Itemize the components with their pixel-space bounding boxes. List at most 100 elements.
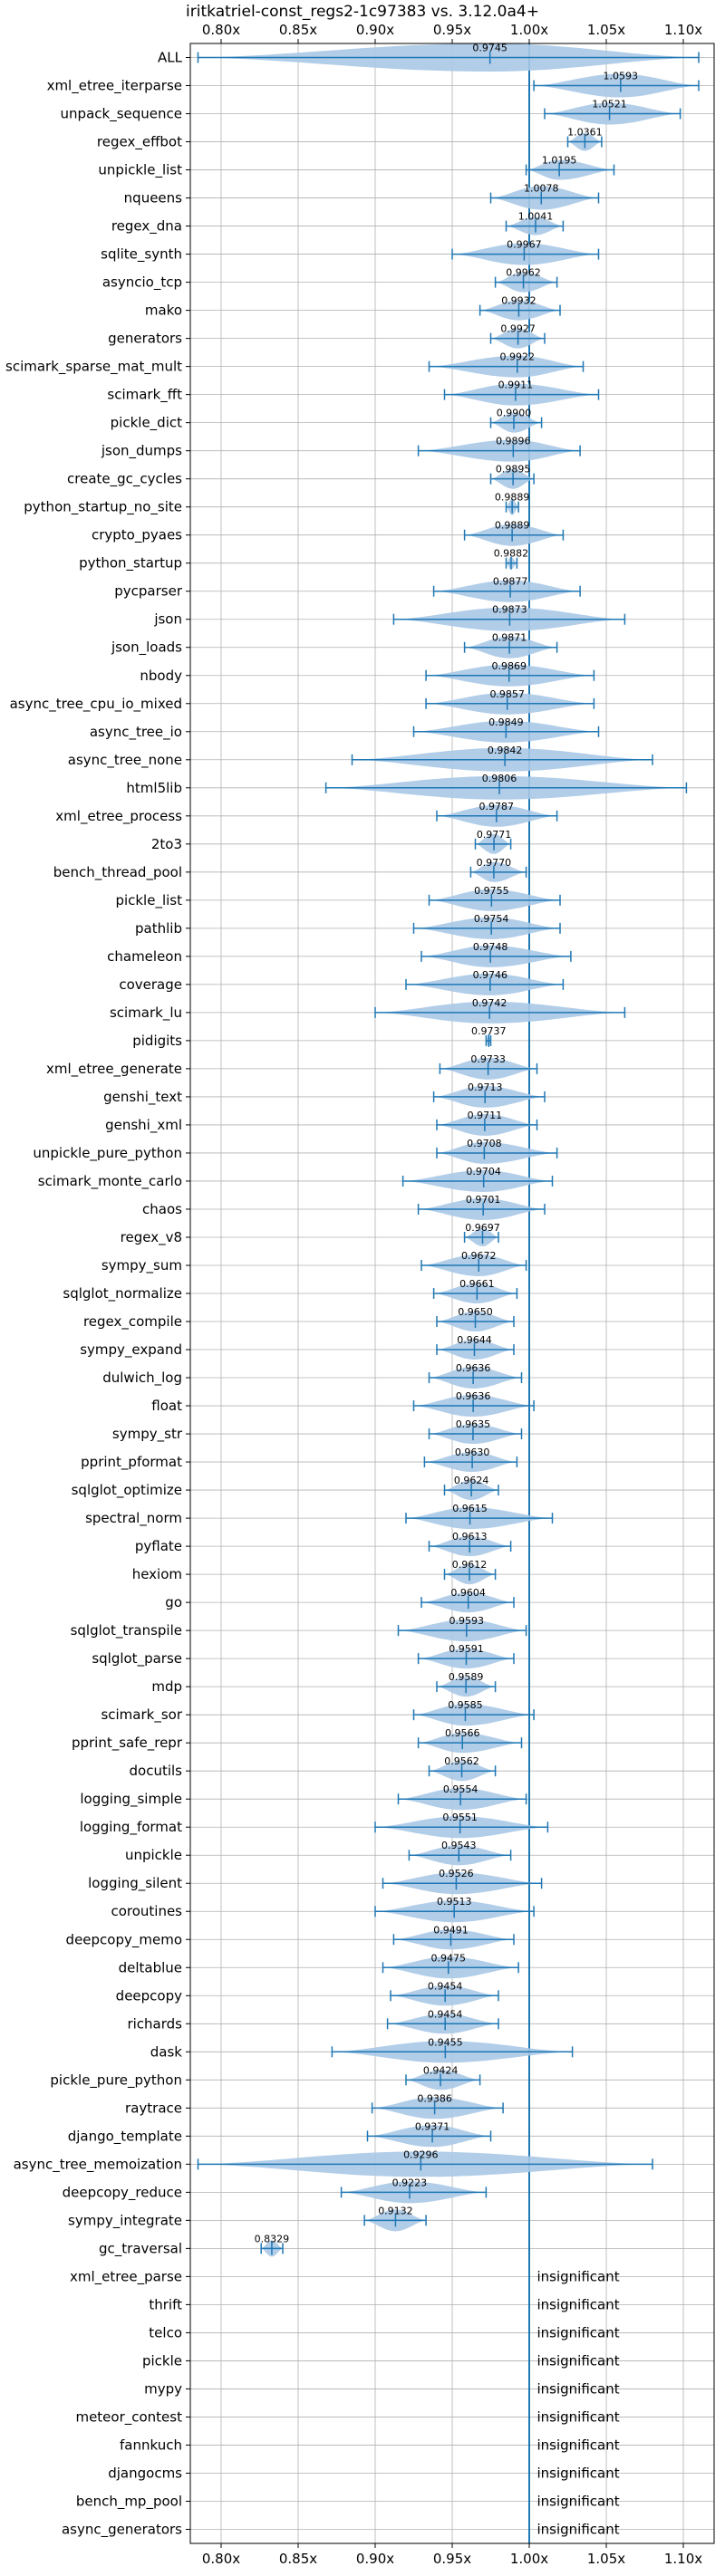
category-label: unpickle_pure_python bbox=[33, 1145, 182, 1162]
category-label: go bbox=[165, 1594, 182, 1610]
category-label: mdp bbox=[151, 1678, 182, 1695]
value-label: 0.9877 bbox=[493, 576, 528, 588]
value-label: 0.9635 bbox=[456, 1418, 491, 1430]
category-label: deepcopy_memo bbox=[66, 1931, 182, 1948]
value-label: 0.9644 bbox=[457, 1334, 492, 1346]
category-label: sqlite_synth bbox=[101, 246, 182, 264]
insignificant-label: insignificant bbox=[537, 2268, 620, 2284]
category-label: xml_etree_generate bbox=[46, 1061, 182, 1078]
category-label: regex_dna bbox=[111, 218, 182, 235]
category-label: bench_thread_pool bbox=[53, 864, 182, 881]
plot-frame bbox=[189, 43, 715, 2544]
value-label: 0.9455 bbox=[428, 2036, 463, 2048]
category-label: sympy_sum bbox=[102, 1257, 182, 1274]
category-label: generators bbox=[108, 331, 182, 347]
value-label: 1.0361 bbox=[567, 127, 603, 139]
insignificant-label: insignificant bbox=[537, 2380, 620, 2397]
value-label: 0.9562 bbox=[444, 1755, 479, 1767]
value-label: 0.9754 bbox=[474, 913, 509, 925]
x-tick-label-bottom: 0.85x bbox=[279, 2551, 317, 2567]
category-label: djangocms bbox=[108, 2465, 182, 2481]
value-label: 0.9624 bbox=[454, 1475, 489, 1486]
category-label: sympy_integrate bbox=[68, 2212, 182, 2229]
value-label: 0.9132 bbox=[378, 2205, 413, 2216]
category-label: json_loads bbox=[111, 639, 182, 657]
category-label: deepcopy bbox=[116, 1987, 182, 2004]
value-label: 0.9967 bbox=[507, 239, 542, 251]
value-label: 0.9922 bbox=[499, 351, 535, 363]
category-label: scimark_lu bbox=[110, 1004, 182, 1022]
category-label: scimark_monte_carlo bbox=[38, 1173, 182, 1190]
category-label: async_tree_cpu_io_mixed bbox=[10, 696, 182, 713]
category-label: crypto_pyaes bbox=[92, 527, 182, 544]
value-label: 0.9615 bbox=[452, 1503, 488, 1514]
category-label: django_template bbox=[68, 2128, 182, 2145]
category-label: unpickle_list bbox=[98, 162, 182, 179]
category-label: dask bbox=[150, 2043, 183, 2060]
x-tick-label-top: 1.00x bbox=[510, 22, 548, 38]
category-label: python_startup_no_site bbox=[24, 499, 182, 516]
category-label: json bbox=[153, 611, 182, 628]
category-label: logging_silent bbox=[88, 1875, 182, 1892]
category-label: bench_mp_pool bbox=[76, 2493, 182, 2510]
category-label: chaos bbox=[142, 1201, 182, 1217]
category-label: thrift bbox=[149, 2296, 182, 2312]
category-label: pickle_pure_python bbox=[50, 2071, 182, 2089]
category-label: chameleon bbox=[107, 948, 182, 965]
category-label: pprint_pformat bbox=[81, 1454, 182, 1471]
value-label: 0.9713 bbox=[468, 1081, 503, 1093]
category-label: coverage bbox=[119, 976, 182, 993]
insignificant-label: insignificant bbox=[537, 2352, 620, 2369]
value-label: 0.9593 bbox=[450, 1615, 485, 1627]
category-label: nqueens bbox=[124, 190, 182, 207]
category-label: pprint_safe_repr bbox=[72, 1735, 183, 1752]
value-label: 0.9927 bbox=[500, 323, 536, 335]
value-label: 0.9386 bbox=[417, 2092, 452, 2104]
value-label: 0.9962 bbox=[506, 267, 541, 279]
value-label: 1.0041 bbox=[518, 211, 554, 223]
value-label: 0.9895 bbox=[496, 464, 531, 476]
value-label: 0.9733 bbox=[470, 1053, 506, 1065]
category-label: python_startup bbox=[79, 555, 182, 572]
insignificant-label: insignificant bbox=[537, 2296, 620, 2312]
category-label: async_tree_none bbox=[68, 752, 182, 769]
category-label: regex_compile bbox=[83, 1313, 182, 1331]
value-label: 0.9711 bbox=[468, 1110, 503, 1121]
value-label: 0.9650 bbox=[458, 1306, 493, 1318]
value-label: 0.9551 bbox=[442, 1812, 478, 1823]
category-label: mako bbox=[145, 303, 182, 319]
value-label: 0.9755 bbox=[474, 885, 509, 897]
value-label: 0.9296 bbox=[403, 2148, 439, 2160]
value-label: 0.9424 bbox=[423, 2064, 459, 2076]
insignificant-label: insignificant bbox=[537, 2493, 620, 2509]
category-label: float bbox=[151, 1398, 182, 1414]
category-label: pathlib bbox=[135, 920, 182, 937]
value-label: 0.9613 bbox=[452, 1531, 488, 1543]
category-label: json_dumps bbox=[101, 443, 182, 460]
value-label: 0.9612 bbox=[452, 1559, 488, 1571]
insignificant-label: insignificant bbox=[537, 2465, 620, 2481]
value-label: 1.0078 bbox=[524, 183, 559, 195]
value-label: 0.9748 bbox=[473, 941, 508, 953]
category-label: meteor_contest bbox=[75, 2408, 182, 2426]
x-tick-label-bottom: 1.00x bbox=[510, 2551, 548, 2567]
value-label: 0.9491 bbox=[433, 1924, 469, 1936]
category-label: create_gc_cycles bbox=[67, 471, 182, 488]
x-tick-label-bottom: 1.05x bbox=[587, 2551, 625, 2567]
value-label: 0.9900 bbox=[497, 408, 532, 419]
value-label: 0.9842 bbox=[488, 745, 523, 756]
category-label: telco bbox=[149, 2324, 182, 2341]
category-label: pyflate bbox=[135, 1538, 182, 1554]
x-tick-label-bottom: 0.95x bbox=[433, 2551, 471, 2567]
category-label: coroutines bbox=[111, 1903, 182, 1919]
category-label: async_tree_io bbox=[90, 724, 182, 741]
value-label: 0.9889 bbox=[495, 520, 530, 532]
value-label: 0.9591 bbox=[449, 1643, 484, 1655]
category-label: sqlglot_transpile bbox=[71, 1622, 182, 1639]
value-label: 0.9454 bbox=[428, 1980, 463, 1992]
insignificant-label: insignificant bbox=[537, 2437, 620, 2453]
category-label: logging_simple bbox=[80, 1791, 182, 1808]
category-label: raytrace bbox=[125, 2100, 182, 2116]
category-label: async_tree_memoization bbox=[14, 2156, 182, 2173]
chart-title: iritkatriel-const_regs2-1c97383 vs. 3.12… bbox=[186, 3, 539, 21]
